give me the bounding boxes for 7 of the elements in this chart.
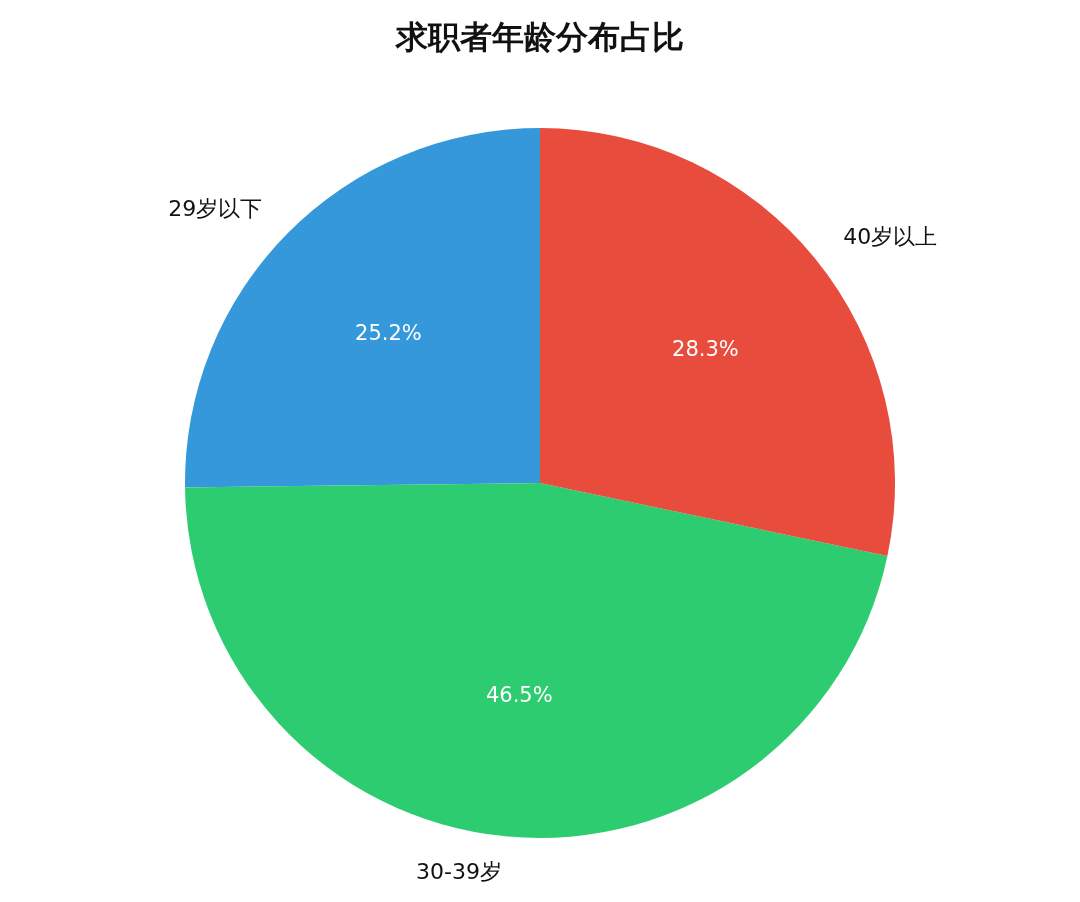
slice-label: 30-39岁 (416, 859, 503, 885)
slice-label: 29岁以下 (168, 196, 263, 222)
data-label: 46.5% (485, 682, 553, 707)
chart-title: 求职者年龄分布占比 (394, 18, 684, 56)
slice-label: 40岁以上 (843, 224, 938, 250)
data-label: 25.2% (355, 321, 422, 346)
data-label: 28.3% (672, 336, 739, 361)
